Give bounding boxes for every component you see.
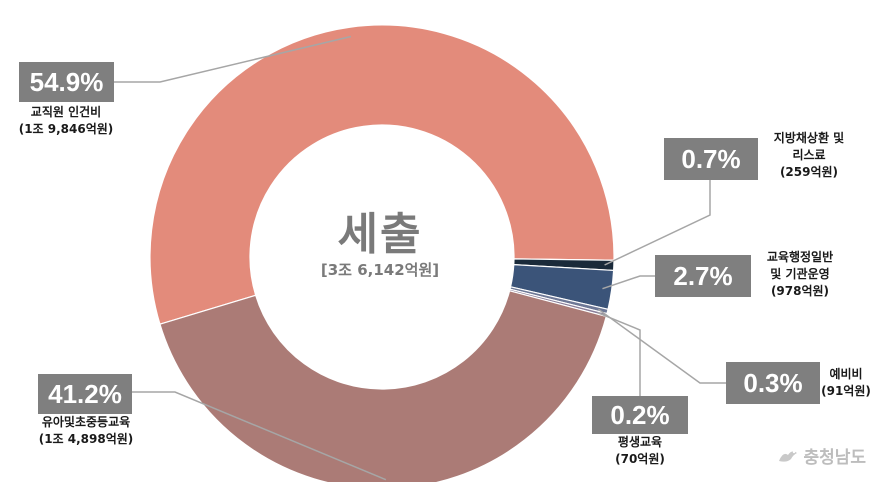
slice-label-debt: 지방채상환 및 리스료 (259억원) xyxy=(758,130,860,181)
pct-label-personnel: 54.9% xyxy=(19,62,114,102)
label-line: 지방채상환 및 xyxy=(773,131,845,145)
pct-label-admin: 2.7% xyxy=(655,255,751,297)
label-line: (259억원) xyxy=(779,165,839,179)
leader-line xyxy=(597,311,641,396)
leader-line xyxy=(604,180,711,266)
watermark: 충청남도 xyxy=(777,443,866,468)
slice-label-personnel: 교직원 인건비 (1조 9,846억원) xyxy=(2,104,130,138)
pct-label-debt: 0.7% xyxy=(664,138,758,180)
label-line: 평생교육 xyxy=(617,435,663,449)
crane-logo-icon xyxy=(779,450,798,462)
label-line: 교육행정일반 xyxy=(766,250,834,264)
label-line: (70억원) xyxy=(615,452,665,466)
leader-lines xyxy=(114,35,726,481)
label-line: (1조 9,846억원) xyxy=(18,122,114,136)
label-line: 예비비 xyxy=(829,367,863,381)
watermark-text: 충청남도 xyxy=(803,448,866,468)
donut-slice xyxy=(159,290,607,482)
pct-label-reserve: 0.3% xyxy=(726,362,820,404)
label-line: 리스료 xyxy=(792,148,826,162)
label-line: 유아및초중등교육 xyxy=(41,415,131,429)
label-line: 및 기관운영 xyxy=(770,267,830,281)
leader-line xyxy=(598,308,726,384)
center-title: 세출 xyxy=(337,209,423,260)
pct-label-k12: 41.2% xyxy=(38,374,132,414)
label-line: 교직원 인건비 xyxy=(30,105,102,119)
label-line: (978억원) xyxy=(770,284,830,298)
leader-line xyxy=(132,391,387,481)
label-line: (1조 4,898억원) xyxy=(38,432,134,446)
donut-slices xyxy=(149,24,615,482)
leader-line xyxy=(114,35,352,83)
label-line: (91억원) xyxy=(821,384,871,398)
pct-label-lifelong: 0.2% xyxy=(592,396,688,434)
donut-slice xyxy=(149,24,615,325)
center-total: [3조 6,142억원] xyxy=(320,261,440,279)
slice-label-reserve: 예비비 (91억원) xyxy=(818,366,874,400)
slice-label-k12: 유아및초중등교육 (1조 4,898억원) xyxy=(20,414,152,448)
slice-label-admin: 교육행정일반 및 기관운영 (978억원) xyxy=(752,249,848,300)
slice-label-lifelong: 평생교육 (70억원) xyxy=(600,434,680,468)
leader-line xyxy=(602,275,655,290)
